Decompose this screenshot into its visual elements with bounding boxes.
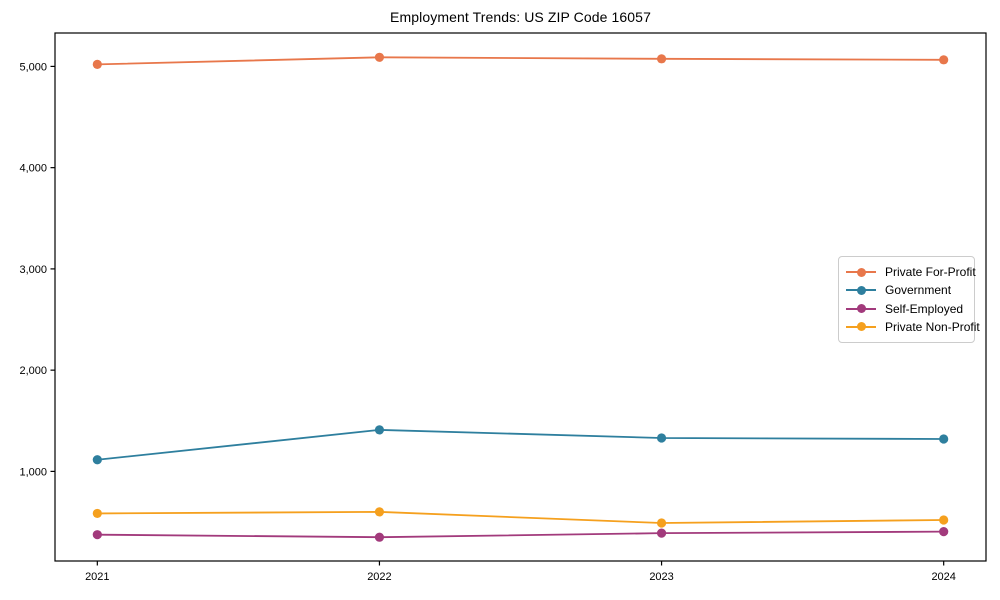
legend-label-self-employed: Self-Employed xyxy=(885,301,964,316)
x-tick-label: 2022 xyxy=(367,571,391,583)
legend-marker-icon xyxy=(846,322,876,332)
y-tick-label: 1,000 xyxy=(19,466,47,478)
plot-border xyxy=(54,32,987,562)
data-point-private-for-profit xyxy=(656,54,667,64)
data-point-private-for-profit xyxy=(92,59,102,69)
series-line-private-for-profit xyxy=(96,56,945,66)
legend-marker-icon xyxy=(846,304,876,314)
legend-item-self-employed: Self-Employed xyxy=(846,300,968,318)
chart-legend: Private For-Profit Government Self-Employe… xyxy=(838,256,980,343)
chart-title: Employment Trends: US ZIP Code 16057 xyxy=(390,9,651,25)
data-point-private-non-profit xyxy=(656,518,667,528)
legend-marker-icon xyxy=(846,267,876,277)
x-tick-label: 2021 xyxy=(85,571,109,583)
data-point-private-non-profit xyxy=(939,515,949,525)
data-point-private-for-profit xyxy=(939,55,949,65)
data-point-government xyxy=(656,433,667,443)
data-point-private-for-profit xyxy=(374,52,385,62)
data-point-self-employed xyxy=(374,532,385,542)
legend-item-private-non-profit: Private Non-Profit xyxy=(846,318,980,336)
legend-label-private-for-profit: Private For-Profit xyxy=(885,265,976,279)
data-point-self-employed xyxy=(656,528,667,538)
series-line-self-employed xyxy=(96,530,945,539)
data-point-self-employed xyxy=(92,530,102,540)
data-point-government xyxy=(939,434,949,444)
series-line-government xyxy=(96,428,945,461)
y-tick-label: 2,000 xyxy=(19,365,47,377)
data-point-private-non-profit xyxy=(92,508,102,519)
legend-label-private-non-profit: Private Non-Profit xyxy=(885,319,980,334)
y-tick-label: 5,000 xyxy=(19,61,47,73)
legend-marker-icon xyxy=(846,285,876,295)
y-tick-label: 4,000 xyxy=(19,163,47,175)
data-point-self-employed xyxy=(939,527,949,537)
x-tick-label: 2023 xyxy=(649,571,673,583)
legend-item-government: Government xyxy=(846,281,968,299)
x-tick-label: 2024 xyxy=(931,571,955,583)
legend-item-private-for-profit: Private For-Profit xyxy=(846,263,976,281)
data-point-government xyxy=(374,425,385,435)
data-point-government xyxy=(92,455,102,465)
y-tick-label: 3,000 xyxy=(19,264,47,276)
series-line-private-non-profit xyxy=(96,510,945,524)
data-point-private-non-profit xyxy=(374,507,385,517)
legend-label-government: Government xyxy=(885,283,952,298)
